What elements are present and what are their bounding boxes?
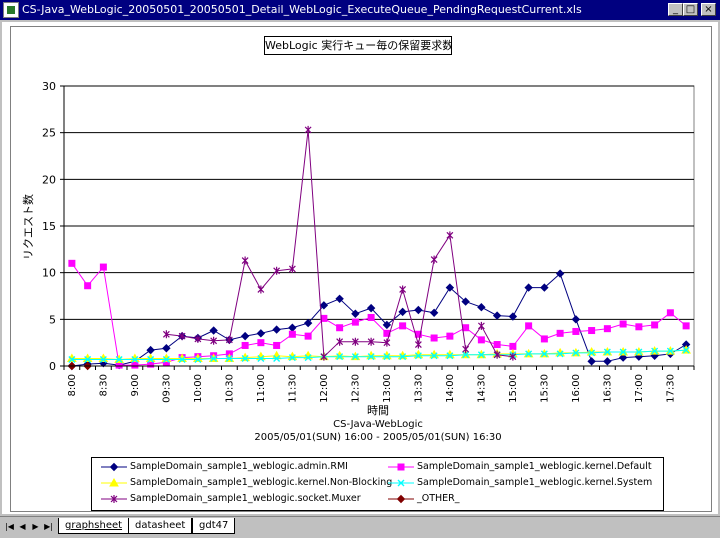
sheet-tab-bar: |◀ ◀ ▶ ▶| graphsheet datasheet gdt47: [0, 516, 720, 538]
chart-area[interactable]: [10, 26, 712, 512]
legend-swatch-marker: [109, 462, 119, 472]
tab-gdt47[interactable]: gdt47: [192, 518, 236, 534]
legend-swatch-marker: [109, 477, 119, 487]
first-sheet-nav-icon[interactable]: |◀: [5, 522, 14, 531]
legend-swatch-icon: [101, 495, 127, 503]
next-sheet-nav-icon[interactable]: ▶: [32, 522, 39, 531]
tab-graphsheet[interactable]: graphsheet: [58, 518, 130, 534]
close-button[interactable]: ×: [701, 3, 716, 16]
legend-swatch-icon: [388, 463, 414, 471]
workbook-area: [2, 22, 718, 514]
legend-swatch-marker: [396, 494, 406, 504]
legend-label: _OTHER_: [417, 493, 460, 504]
legend-swatch-icon: [101, 477, 127, 487]
legend-label: SampleDomain_sample1_weblogic.admin.RMI: [130, 461, 348, 472]
legend-swatch-icon: [101, 462, 127, 472]
window-titlebar: CS-Java_WebLogic_20050501_20050501_Detai…: [0, 0, 720, 20]
chart-title[interactable]: WebLogic 実行キュー毎の保留要求数: [264, 36, 452, 55]
legend-label: SampleDomain_sample1_weblogic.kernel.Def…: [417, 461, 652, 472]
last-sheet-nav-icon[interactable]: ▶|: [44, 522, 53, 531]
maximize-button[interactable]: □: [683, 3, 698, 16]
excel-app-icon[interactable]: [3, 2, 19, 18]
tab-datasheet[interactable]: datasheet: [128, 518, 193, 534]
legend-swatch-marker: [397, 463, 405, 471]
legend-swatch-icon: [388, 494, 414, 504]
prev-sheet-nav-icon[interactable]: ◀: [19, 522, 26, 531]
minimize-button[interactable]: _: [668, 3, 683, 16]
chart-legend[interactable]: SampleDomain_sample1_weblogic.admin.RMI S…: [91, 457, 664, 511]
legend-label: SampleDomain_sample1_weblogic.kernel.Sys…: [417, 477, 653, 488]
legend-swatch-marker: [397, 479, 405, 487]
legend-swatch-icon: [388, 479, 414, 487]
window-title: CS-Java_WebLogic_20050501_20050501_Detai…: [22, 3, 582, 16]
legend-label: SampleDomain_sample1_weblogic.socket.Mux…: [130, 493, 361, 504]
legend-label: SampleDomain_sample1_weblogic.kernel.Non…: [130, 477, 393, 488]
legend-swatch-marker: [110, 495, 118, 503]
